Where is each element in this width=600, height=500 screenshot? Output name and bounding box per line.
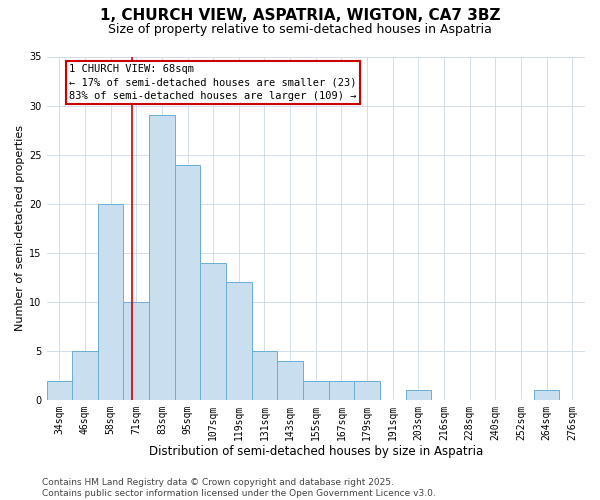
Text: 1 CHURCH VIEW: 68sqm
← 17% of semi-detached houses are smaller (23)
83% of semi-: 1 CHURCH VIEW: 68sqm ← 17% of semi-detac… <box>69 64 356 101</box>
Bar <box>534 390 559 400</box>
Bar <box>200 262 226 400</box>
Bar <box>72 351 98 400</box>
Bar <box>175 164 200 400</box>
Bar <box>303 380 329 400</box>
Bar <box>98 204 124 400</box>
Bar <box>251 351 277 400</box>
Text: Contains HM Land Registry data © Crown copyright and database right 2025.
Contai: Contains HM Land Registry data © Crown c… <box>42 478 436 498</box>
Bar <box>406 390 431 400</box>
X-axis label: Distribution of semi-detached houses by size in Aspatria: Distribution of semi-detached houses by … <box>149 444 483 458</box>
Bar <box>354 380 380 400</box>
Bar <box>149 116 175 400</box>
Bar <box>277 361 303 400</box>
Bar <box>226 282 251 400</box>
Bar <box>47 380 72 400</box>
Y-axis label: Number of semi-detached properties: Number of semi-detached properties <box>15 126 25 332</box>
Bar <box>124 302 149 400</box>
Text: 1, CHURCH VIEW, ASPATRIA, WIGTON, CA7 3BZ: 1, CHURCH VIEW, ASPATRIA, WIGTON, CA7 3B… <box>100 8 500 22</box>
Bar <box>329 380 354 400</box>
Text: Size of property relative to semi-detached houses in Aspatria: Size of property relative to semi-detach… <box>108 22 492 36</box>
